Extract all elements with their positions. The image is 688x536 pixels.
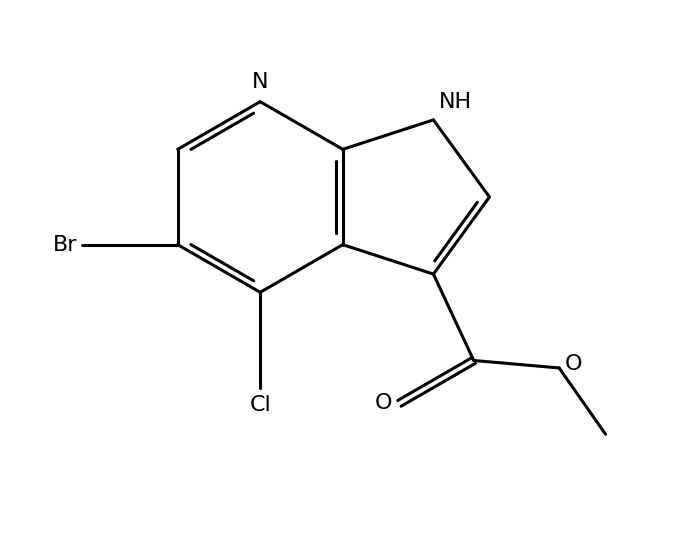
Text: N: N [252,72,268,92]
Text: NH: NH [439,92,472,112]
Text: Br: Br [53,235,78,255]
Text: O: O [374,393,391,413]
Text: Cl: Cl [249,395,271,415]
Text: O: O [565,354,582,374]
